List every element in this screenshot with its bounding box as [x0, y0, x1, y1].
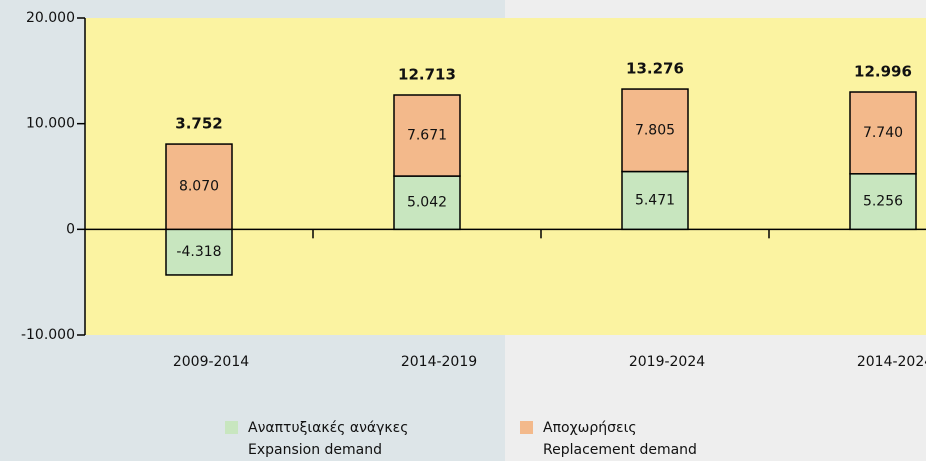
total-label: 12.713: [398, 65, 456, 83]
y-tick-label: 0: [66, 221, 75, 237]
legend-label-en: Replacement demand: [543, 442, 697, 458]
value-label: 7.805: [635, 122, 675, 138]
bar-segment: [165, 143, 233, 231]
legend-label: Αναπτυξιακές ανάγκες: [248, 420, 408, 436]
bar-segment: [621, 88, 689, 173]
x-tick-label: 2009-2014: [173, 354, 249, 370]
x-tick-label: 2019-2024: [629, 354, 705, 370]
x-tick-label: 2014-2024: [857, 354, 926, 370]
bar-segment: [621, 170, 689, 231]
bar-segment: [165, 228, 233, 276]
value-label: 5.042: [407, 195, 447, 211]
total-label: 12.996: [854, 63, 912, 81]
legend-swatch: [520, 421, 533, 434]
y-tick-label: 10.000: [26, 116, 75, 132]
value-label: 5.256: [863, 194, 903, 210]
value-label: 5.471: [635, 192, 675, 208]
value-label: 8.070: [179, 179, 219, 195]
x-tick-label: 2014-2019: [401, 354, 477, 370]
value-label: -4.318: [176, 244, 221, 260]
value-label: 7.740: [863, 125, 903, 141]
legend-swatch: [225, 421, 238, 434]
bar-segment: [393, 94, 461, 177]
y-tick-label: -10.000: [21, 327, 75, 343]
y-tick-label: 20.000: [26, 10, 75, 26]
legend-label: Αποχωρήσεις: [543, 420, 637, 436]
bar-segment: [849, 173, 917, 231]
total-label: 13.276: [626, 60, 684, 78]
bar-segment: [393, 175, 461, 231]
legend-label-en: Expansion demand: [248, 442, 382, 458]
value-label: 7.671: [407, 128, 447, 144]
total-label: 3.752: [175, 115, 222, 133]
bar-segment: [849, 91, 917, 175]
